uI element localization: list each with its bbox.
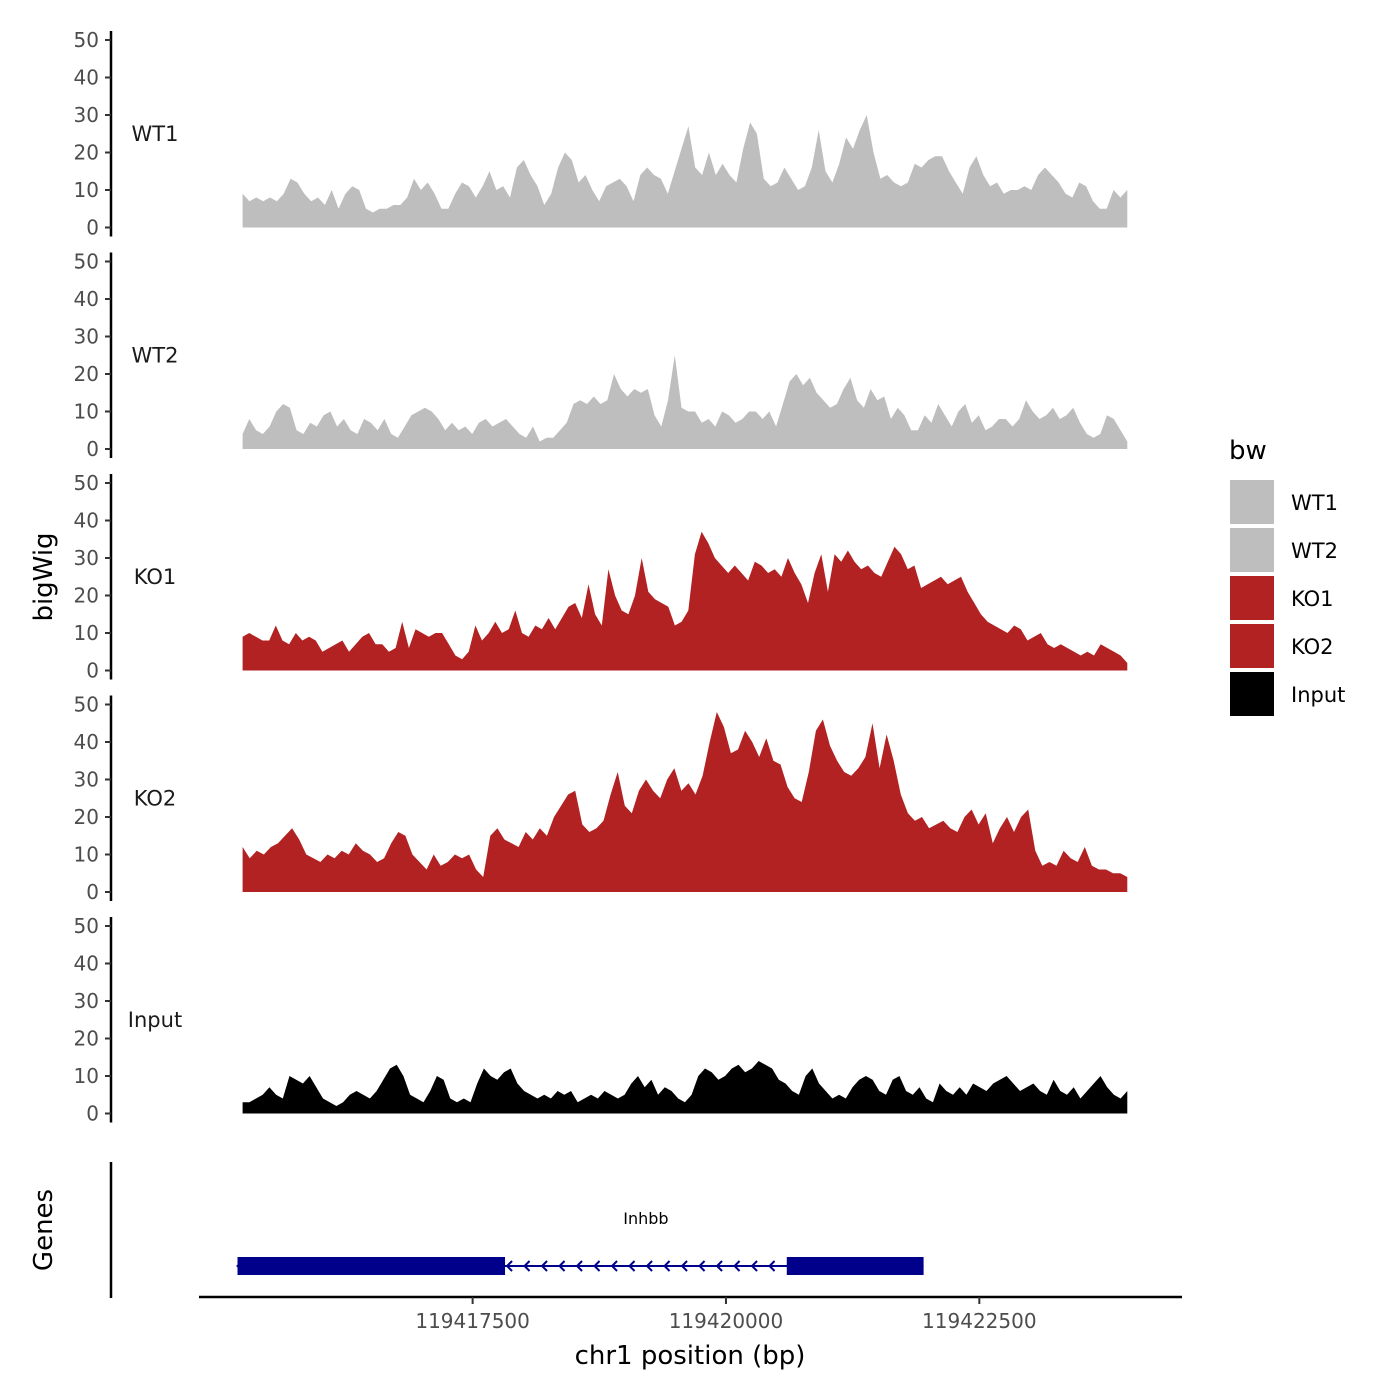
y-tick-label: 30 [74, 989, 99, 1013]
strand-arrow [628, 1260, 636, 1272]
y-tick-label: 40 [74, 952, 99, 976]
gene-panel: Genes Inhbb [29, 1162, 924, 1298]
track-label: KO1 [134, 565, 177, 589]
signal-area-wt2 [242, 355, 1128, 449]
y-tick-label: 30 [74, 546, 99, 570]
strand-arrow [750, 1260, 758, 1272]
strand-arrow [523, 1260, 531, 1272]
legend-title: bw [1229, 436, 1267, 466]
gene-strand-arrows [236, 1260, 776, 1272]
y-tick-label: 30 [74, 768, 99, 792]
strand-arrow [768, 1260, 776, 1272]
signal-area-ko1 [242, 531, 1128, 671]
y-tick-label: 50 [74, 28, 99, 52]
y-tick-label: 0 [86, 216, 99, 240]
y-tick-label: 10 [74, 400, 99, 424]
y-tick-label: 20 [74, 141, 99, 165]
track-ko1: 0 10 20 30 40 50 KO1 [74, 471, 1128, 683]
track-label: WT1 [132, 122, 179, 146]
strand-arrow [698, 1260, 706, 1272]
y-tick-label: 50 [74, 914, 99, 938]
legend-key-wt1 [1230, 480, 1274, 524]
legend-entries: WT1 WT2 KO1 KO2 Input [1230, 480, 1345, 716]
x-axis-title: chr1 position (bp) [575, 1341, 806, 1371]
signal-area-ko2 [242, 712, 1128, 892]
y-tick-label: 30 [74, 325, 99, 349]
genes-axis-title: Genes [29, 1189, 59, 1271]
x-axis-ticks: 119417500 119420000 119422500 [415, 1297, 1037, 1333]
strand-arrow [540, 1260, 548, 1272]
y-tick-label: 0 [86, 437, 99, 461]
signal-area-input [242, 1061, 1128, 1114]
y-tick-label: 30 [74, 103, 99, 127]
signal-tracks: 0 10 20 30 40 50 WT1 0 10 20 30 40 50 WT2 0 10 20 30 40 50 K… [74, 28, 1128, 1126]
y-tick-label: 10 [74, 843, 99, 867]
strand-arrow [505, 1260, 513, 1272]
strand-arrow [680, 1260, 688, 1272]
y-tick-label: 20 [74, 584, 99, 608]
y-tick-label: 20 [74, 362, 99, 386]
track-wt2: 0 10 20 30 40 50 WT2 [74, 250, 1128, 461]
legend-entry: KO2 [1230, 624, 1334, 668]
legend-label: Input [1291, 683, 1345, 707]
x-tick-label: 119420000 [669, 1309, 784, 1333]
strand-arrow [593, 1260, 601, 1272]
track-label: WT2 [132, 343, 179, 367]
legend-key-input [1230, 672, 1274, 716]
legend-label: KO2 [1291, 635, 1334, 659]
y-tick-label: 40 [74, 287, 99, 311]
y-tick-label: 20 [74, 805, 99, 829]
legend: bw WT1 WT2 KO1 KO2 Input [1229, 436, 1345, 716]
y-axis-title: bigWig [29, 532, 59, 621]
strand-arrow [663, 1260, 671, 1272]
strand-arrow [575, 1260, 583, 1272]
gene-name-label: Inhbb [623, 1209, 668, 1228]
y-tick-label: 10 [74, 178, 99, 202]
y-tick-label: 40 [74, 509, 99, 533]
signal-area-wt1 [242, 115, 1128, 228]
y-tick-label: 0 [86, 1102, 99, 1126]
track-input: 0 10 20 30 40 50 Input [74, 914, 1128, 1126]
strand-arrow [610, 1260, 618, 1272]
legend-entry: WT2 [1230, 528, 1338, 572]
x-tick-label: 119417500 [415, 1309, 530, 1333]
y-tick-label: 40 [74, 730, 99, 754]
legend-entry: WT1 [1230, 480, 1338, 524]
x-axis: 119417500 119420000 119422500 chr1 positio… [199, 1295, 1182, 1371]
legend-entry: Input [1230, 672, 1345, 716]
track-label: KO2 [134, 786, 177, 810]
y-tick-label: 50 [74, 693, 99, 717]
y-tick-label: 0 [86, 659, 99, 683]
y-tick-label: 0 [86, 880, 99, 904]
gene-exon [786, 1257, 924, 1275]
track-wt1: 0 10 20 30 40 50 WT1 [74, 28, 1128, 240]
gene-exon [237, 1257, 506, 1275]
y-tick-label: 10 [74, 621, 99, 645]
gene-exons [237, 1257, 924, 1275]
legend-entry: KO1 [1230, 576, 1334, 620]
legend-key-ko2 [1230, 624, 1274, 668]
legend-label: KO1 [1291, 587, 1334, 611]
legend-key-wt2 [1230, 528, 1274, 572]
strand-arrow [645, 1260, 653, 1272]
track-ko2: 0 10 20 30 40 50 KO2 [74, 693, 1128, 904]
x-tick-label: 119422500 [922, 1309, 1037, 1333]
y-tick-label: 10 [74, 1064, 99, 1088]
legend-label: WT2 [1291, 539, 1338, 563]
strand-arrow [733, 1260, 741, 1272]
track-label: Input [128, 1008, 182, 1032]
legend-key-ko1 [1230, 576, 1274, 620]
y-tick-label: 50 [74, 471, 99, 495]
strand-arrow [558, 1260, 566, 1272]
strand-arrow [715, 1260, 723, 1272]
y-tick-label: 40 [74, 66, 99, 90]
y-tick-label: 20 [74, 1027, 99, 1051]
y-tick-label: 50 [74, 250, 99, 274]
legend-label: WT1 [1291, 491, 1338, 515]
